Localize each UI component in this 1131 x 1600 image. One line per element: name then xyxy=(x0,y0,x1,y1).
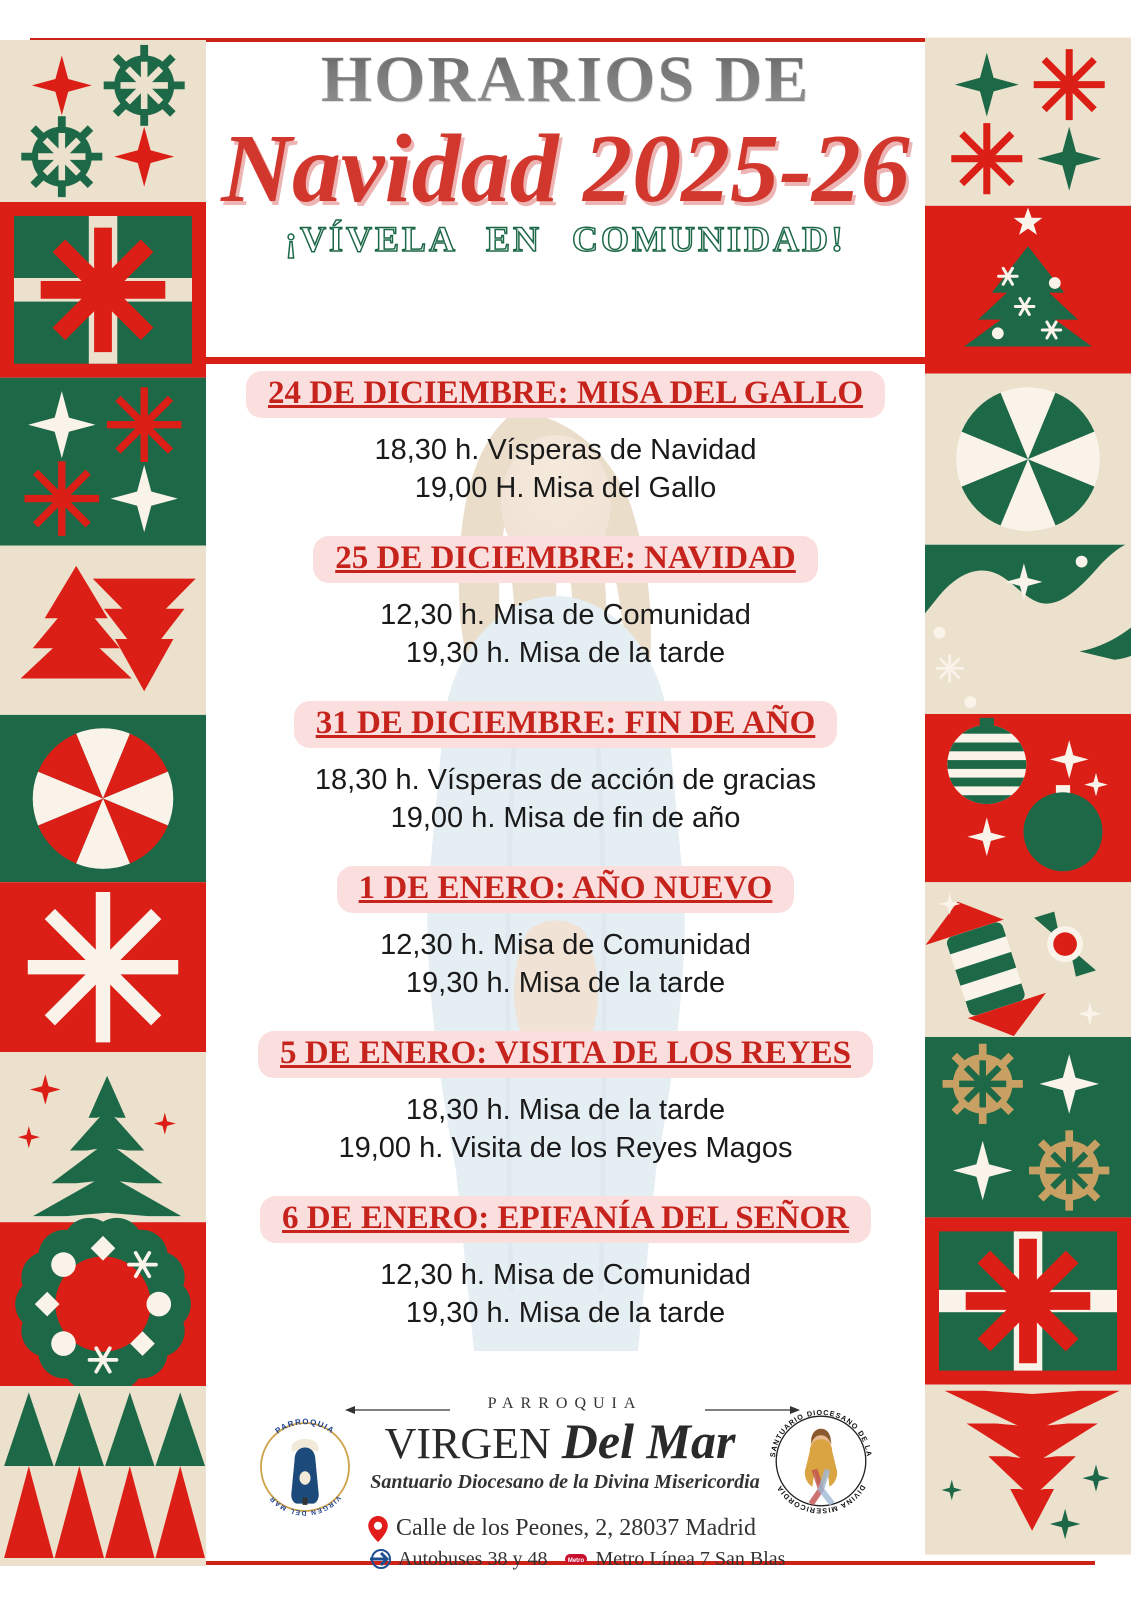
svg-text:Metro: Metro xyxy=(568,1558,585,1564)
